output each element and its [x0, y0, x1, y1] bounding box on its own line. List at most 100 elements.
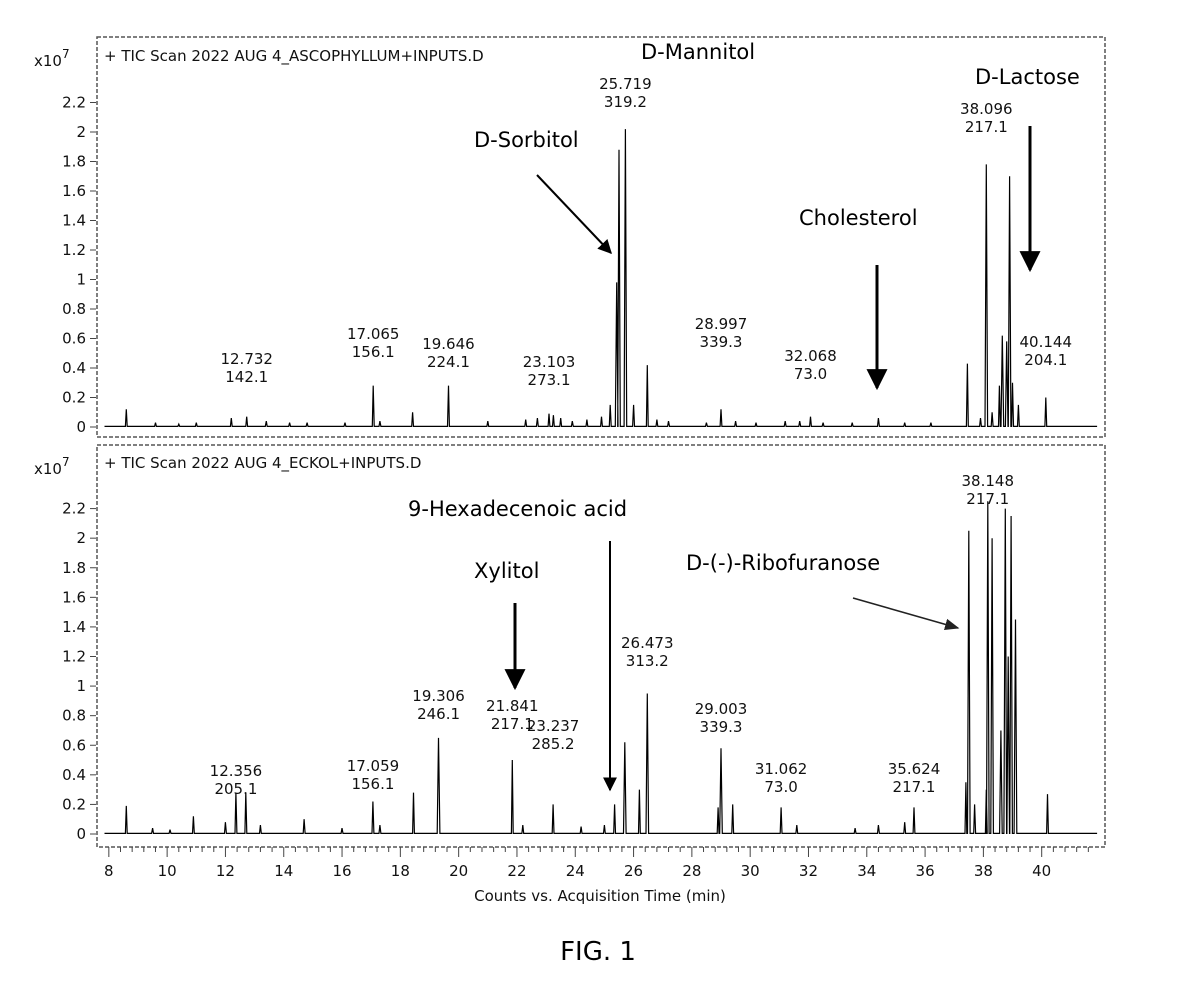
peak-label-rt: 35.624	[888, 760, 941, 778]
panel-top-trace	[104, 129, 1098, 427]
panel-bottom-scale: x107	[34, 455, 70, 478]
x-tick-label: 16	[332, 862, 351, 880]
arrow-d-ribofuranose	[852, 597, 960, 630]
panel-bottom-header: + TIC Scan 2022 AUG 4_ECKOL+INPUTS.D	[104, 454, 421, 473]
peak-label-rt: 38.096	[960, 100, 1013, 118]
x-tick-label: 20	[449, 862, 468, 880]
panel-top: x107 + TIC Scan 2022 AUG 4_ASCOPHYLLUM+I…	[34, 36, 1106, 438]
peak-label-rt: 12.732	[220, 350, 273, 368]
annotation-9-hexadecenoic-acid: 9-Hexadecenoic acid	[408, 497, 627, 521]
annotation-d-sorbitol: D-Sorbitol	[474, 128, 579, 152]
panel-bottom: x107 + TIC Scan 2022 AUG 4_ECKOL+INPUTS.…	[34, 444, 1106, 905]
peak-label-mz: 142.1	[225, 368, 268, 386]
peak-label-mz: 339.3	[700, 718, 743, 736]
x-tick-label: 32	[799, 862, 818, 880]
peak-label-rt: 19.306	[412, 687, 465, 705]
peak-label-mz: 339.3	[700, 333, 743, 351]
y-tick-label: 1.4	[62, 212, 86, 230]
annotation-d-mannitol: D-Mannitol	[641, 40, 755, 64]
x-tick-label: 34	[857, 862, 876, 880]
peak-label-mz: 217.1	[966, 490, 1009, 508]
peak-label-mz: 205.1	[214, 780, 257, 798]
x-tick-label: 26	[624, 862, 643, 880]
x-axis-label: Counts vs. Acquisition Time (min)	[474, 887, 726, 905]
peak-label-rt: 19.646	[422, 335, 475, 353]
peak-label-rt: 17.065	[347, 325, 400, 343]
y-tick-label: 2	[76, 123, 86, 141]
x-tick-label: 10	[158, 862, 177, 880]
annotation-xylitol: Xylitol	[474, 559, 539, 583]
x-tick-label: 28	[682, 862, 701, 880]
x-tick-label: 36	[916, 862, 935, 880]
peak-label-rt: 26.473	[621, 634, 674, 652]
y-tick-label: 0.4	[62, 766, 86, 784]
annotation-d-ribofuranose: D-(-)-Ribofuranose	[686, 551, 880, 575]
panel-bottom-trace	[104, 501, 1098, 834]
peak-label-rt: 12.356	[210, 762, 263, 780]
peak-label-rt: 17.059	[347, 757, 400, 775]
peak-label-rt: 32.068	[784, 347, 837, 365]
peak-label-rt: 28.997	[695, 315, 748, 333]
y-tick-label: 2.2	[62, 94, 86, 112]
panel-top-frame	[96, 36, 1106, 438]
x-tick-label: 24	[566, 862, 585, 880]
x-tick-label: 18	[391, 862, 410, 880]
peak-label-rt: 21.841	[486, 697, 539, 715]
peak-label-mz: 217.1	[491, 715, 534, 733]
peak-label-mz: 73.0	[794, 365, 827, 383]
peak-label-mz: 204.1	[1024, 351, 1067, 369]
panel-top-header: + TIC Scan 2022 AUG 4_ASCOPHYLLUM+INPUTS…	[104, 47, 484, 66]
x-tick-label: 40	[1032, 862, 1051, 880]
y-tick-label: 0.2	[62, 389, 86, 407]
peak-label-rt: 38.148	[962, 472, 1015, 490]
y-tick-label: 1.2	[62, 648, 86, 666]
peak-label-rt: 31.062	[755, 760, 808, 778]
peak-label-mz: 285.2	[532, 735, 575, 753]
peak-label-mz: 156.1	[351, 775, 394, 793]
y-tick-label: 1.2	[62, 241, 86, 259]
peak-label-rt: 29.003	[695, 700, 748, 718]
annotation-cholesterol: Cholesterol	[799, 206, 918, 230]
peak-label-mz: 313.2	[626, 652, 669, 670]
y-tick-label: 0.8	[62, 300, 86, 318]
y-tick-label: 1	[76, 271, 86, 289]
x-axis: 8 10 12 14 16 18 20 22 24 26 28 30 32 34 36 38 40	[104, 847, 1089, 880]
x-tick-label: 12	[216, 862, 235, 880]
x-tick-label: 14	[274, 862, 293, 880]
arrow-d-sorbitol	[536, 174, 612, 255]
y-tick-label: 0.4	[62, 359, 86, 377]
panel-bottom-frame	[96, 444, 1106, 848]
x-tick-label: 38	[974, 862, 993, 880]
peak-label-rt: 40.144	[1020, 333, 1073, 351]
panel-top-y-axis: 0 0.2 0.4 0.6 0.8 1 1.2 1.4 1.6 1.8 2 2.2	[62, 94, 96, 436]
peak-label-rt: 25.719	[599, 75, 652, 93]
peak-label-mz: 73.0	[764, 778, 797, 796]
annotation-d-lactose: D-Lactose	[975, 65, 1080, 89]
y-tick-label: 0.6	[62, 330, 86, 348]
peak-label-rt: 23.237	[527, 717, 580, 735]
panel-bottom-y-axis: 0 0.2 0.4 0.6 0.8 1 1.2 1.4 1.6 1.8 2 2.2	[62, 500, 96, 843]
x-tick-label: 8	[104, 862, 114, 880]
y-tick-label: 0.6	[62, 736, 86, 754]
peak-label-mz: 224.1	[427, 353, 470, 371]
y-tick-label: 2.2	[62, 500, 86, 518]
peak-label-mz: 156.1	[352, 343, 395, 361]
y-tick-label: 0.2	[62, 795, 86, 813]
peak-label-mz: 217.1	[893, 778, 936, 796]
y-tick-label: 1	[76, 677, 86, 695]
peak-label-mz: 273.1	[528, 371, 571, 389]
peak-label-rt: 23.103	[523, 353, 576, 371]
y-tick-label: 1.8	[62, 153, 86, 171]
peak-label-mz: 319.2	[604, 93, 647, 111]
y-tick-label: 0.8	[62, 707, 86, 725]
peak-label-mz: 246.1	[417, 705, 460, 723]
x-tick-label: 30	[741, 862, 760, 880]
x-tick-label: 22	[507, 862, 526, 880]
y-tick-label: 1.6	[62, 182, 86, 200]
peak-label-mz: 217.1	[965, 118, 1008, 136]
figure-caption: FIG. 1	[560, 937, 636, 967]
y-tick-label: 1.8	[62, 559, 86, 577]
